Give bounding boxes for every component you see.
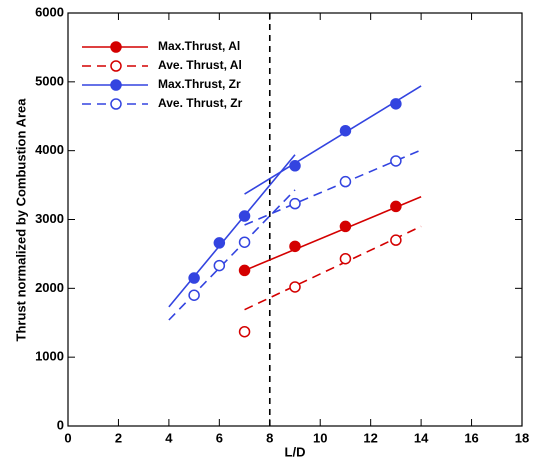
y-tick-label: 1000: [35, 349, 64, 364]
data-point: [339, 175, 352, 188]
x-tick-label: 2: [115, 430, 122, 445]
x-tick-label: 14: [414, 430, 429, 445]
x-tick-label: 12: [363, 430, 377, 445]
x-tick-label: 0: [64, 430, 71, 445]
y-tick-label: 6000: [35, 4, 64, 19]
legend-label: Max.Thrust, Al: [158, 39, 240, 53]
data-point: [339, 124, 352, 137]
legend-label: Max.Thrust, Zr: [158, 77, 241, 91]
y-tick-label: 2000: [35, 280, 64, 295]
data-point: [188, 272, 200, 284]
data-point: [238, 236, 251, 248]
x-tick-label: 16: [464, 430, 478, 445]
x-tick-label: 6: [216, 430, 223, 445]
data-point: [238, 210, 251, 222]
data-point: [213, 259, 226, 272]
data-point: [289, 197, 301, 210]
data-point: [339, 252, 352, 265]
plot-frame: [67, 12, 523, 427]
data-point: [238, 264, 251, 277]
legend-marker: [110, 98, 122, 110]
fit-line: [244, 225, 422, 311]
y-tick-label: 4000: [35, 142, 64, 157]
y-tick-label: 3000: [35, 211, 64, 226]
data-point: [339, 220, 352, 233]
fit-line: [168, 154, 296, 308]
y-axis-title: Thrust normalized by Combustion Area: [13, 98, 28, 342]
legend-label: Ave. Thrust, Al: [158, 58, 242, 72]
data-point: [390, 234, 402, 246]
x-tick-label: 18: [515, 430, 529, 445]
data-point: [390, 200, 402, 213]
legend-marker: [110, 41, 122, 53]
data-point: [238, 325, 251, 338]
data-point: [390, 155, 402, 167]
x-axis-title: L/D: [285, 444, 306, 459]
data-point: [289, 281, 301, 293]
data-point: [289, 160, 301, 172]
legend-label: Ave. Thrust, Zr: [158, 96, 243, 110]
x-tick-label: 8: [266, 430, 273, 445]
data-point: [390, 98, 402, 110]
y-tick-label: 0: [57, 417, 64, 432]
data-point: [213, 237, 226, 249]
data-point: [289, 240, 301, 253]
x-tick-label: 10: [313, 430, 327, 445]
x-tick-label: 4: [165, 430, 173, 445]
legend-marker: [110, 60, 122, 72]
legend-marker: [110, 79, 122, 91]
y-tick-label: 5000: [35, 73, 64, 88]
data-point: [188, 289, 200, 301]
fit-line: [168, 189, 296, 321]
fit-line: [244, 149, 422, 226]
